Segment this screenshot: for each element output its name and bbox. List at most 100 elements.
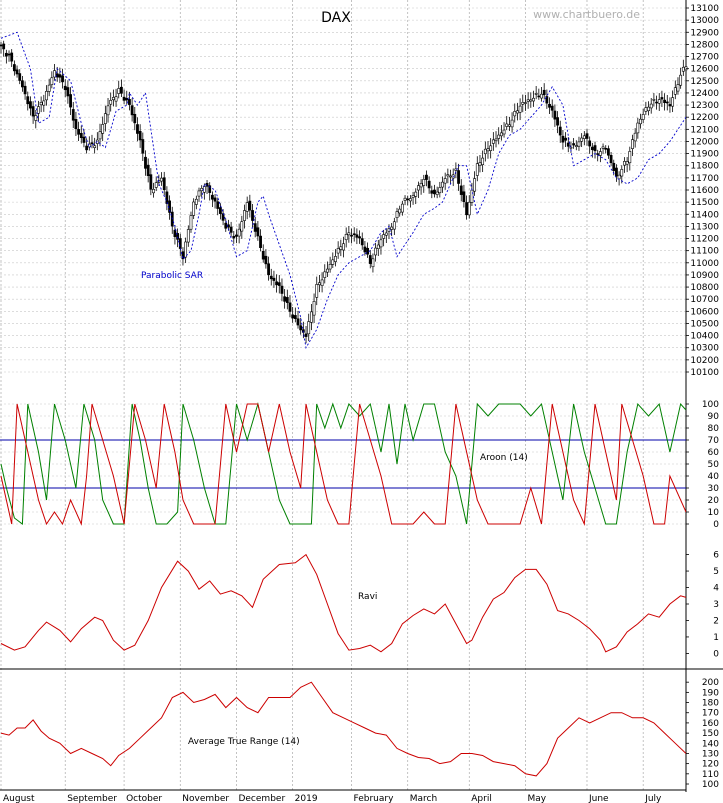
y-tick-label: 60 bbox=[708, 448, 720, 458]
candle-body bbox=[280, 285, 284, 294]
candle-body bbox=[406, 198, 410, 201]
candle-body bbox=[77, 129, 80, 135]
y-tick-label: 90 bbox=[708, 412, 720, 422]
candle-body bbox=[7, 53, 11, 56]
candle-body bbox=[261, 251, 265, 260]
candle-body bbox=[615, 167, 618, 177]
candle-body bbox=[66, 87, 70, 97]
y-tick-label: 140 bbox=[702, 739, 719, 749]
candle-body bbox=[21, 80, 24, 88]
candle-body bbox=[109, 100, 113, 105]
candle-body bbox=[582, 135, 586, 139]
candle-body bbox=[358, 236, 361, 239]
candle-body bbox=[633, 132, 637, 142]
candle-body bbox=[47, 84, 51, 92]
y-tick-label: 12100 bbox=[690, 125, 719, 135]
candle-body bbox=[483, 148, 487, 155]
candle-body bbox=[649, 103, 653, 109]
candle-body bbox=[61, 75, 64, 83]
y-tick-label: 2 bbox=[713, 616, 719, 626]
x-month-label: November bbox=[182, 794, 229, 803]
candle-body bbox=[186, 229, 190, 243]
atr-panel: Average True Range (14) 1001101201301401… bbox=[0, 678, 719, 790]
candle-body bbox=[663, 99, 666, 104]
candle-body bbox=[588, 140, 592, 147]
candle-body bbox=[625, 161, 629, 165]
candle-body bbox=[676, 84, 680, 92]
y-tick-label: 10600 bbox=[690, 307, 719, 317]
candle-body bbox=[125, 98, 129, 101]
candle-body bbox=[12, 64, 16, 72]
y-tick-label: 10 bbox=[708, 508, 720, 518]
candle-body bbox=[336, 248, 340, 254]
candle-body bbox=[114, 96, 118, 102]
aroon-label: Aroon (14) bbox=[480, 453, 528, 463]
candle-body bbox=[208, 185, 212, 193]
candle-body bbox=[45, 91, 48, 101]
candle-body bbox=[318, 282, 321, 286]
ravi-line bbox=[0, 553, 687, 653]
candle-body bbox=[304, 333, 308, 337]
candle-body bbox=[253, 223, 257, 232]
candle-body bbox=[542, 89, 546, 96]
candle-body bbox=[90, 142, 94, 144]
candle-body bbox=[85, 145, 89, 151]
candle-body bbox=[507, 124, 511, 127]
candle-body bbox=[569, 146, 573, 149]
candle-body bbox=[184, 241, 188, 258]
candle-body bbox=[427, 180, 431, 189]
y-tick-label: 12000 bbox=[690, 137, 719, 147]
candle-body bbox=[403, 197, 407, 201]
x-month-label: February bbox=[354, 794, 395, 803]
candle-body bbox=[331, 259, 335, 265]
candle-body bbox=[419, 183, 423, 188]
y-tick-label: 11400 bbox=[690, 210, 719, 220]
candle-body bbox=[53, 70, 56, 78]
candle-body bbox=[601, 146, 605, 149]
candle-body bbox=[459, 185, 463, 195]
candle-body bbox=[93, 145, 97, 148]
candle-body bbox=[425, 174, 428, 180]
candle-body bbox=[245, 202, 249, 212]
y-tick-label: 10900 bbox=[690, 271, 719, 281]
y-tick-label: 12200 bbox=[690, 113, 719, 123]
candle-body bbox=[524, 102, 527, 104]
candle-body bbox=[553, 110, 557, 120]
candle-body bbox=[572, 143, 576, 146]
candle-body bbox=[580, 137, 584, 142]
candle-body bbox=[248, 200, 252, 211]
y-tick-label: 12500 bbox=[690, 77, 719, 87]
y-tick-label: 70 bbox=[708, 436, 720, 446]
candle-body bbox=[462, 191, 466, 203]
candle-body bbox=[486, 148, 490, 152]
candle-body bbox=[267, 263, 270, 276]
candle-body bbox=[194, 198, 198, 205]
candle-body bbox=[39, 102, 43, 106]
candle-body bbox=[144, 156, 147, 169]
candle-body bbox=[534, 93, 538, 95]
x-month-label: April bbox=[471, 794, 492, 803]
candle-body bbox=[441, 181, 444, 188]
candle-body bbox=[197, 190, 201, 197]
aroon-up-line bbox=[0, 402, 687, 525]
candle-body bbox=[398, 208, 402, 214]
candle-body bbox=[590, 146, 594, 151]
candle-body bbox=[668, 104, 672, 107]
y-tick-label: 12900 bbox=[690, 28, 719, 38]
candle-body bbox=[449, 175, 452, 178]
y-tick-label: 10500 bbox=[690, 319, 719, 329]
candle-body bbox=[489, 145, 493, 151]
candle-body bbox=[29, 101, 32, 109]
candle-body bbox=[232, 235, 236, 239]
candle-body bbox=[269, 275, 273, 280]
candle-body bbox=[371, 258, 375, 268]
y-tick-label: 5 bbox=[713, 567, 719, 577]
candle-body bbox=[644, 107, 648, 112]
candle-body bbox=[529, 99, 533, 102]
candle-body bbox=[288, 302, 292, 312]
candle-body bbox=[229, 226, 233, 233]
candle-body bbox=[470, 189, 474, 203]
candle-body bbox=[516, 110, 519, 114]
y-tick-label: 11800 bbox=[690, 162, 719, 172]
